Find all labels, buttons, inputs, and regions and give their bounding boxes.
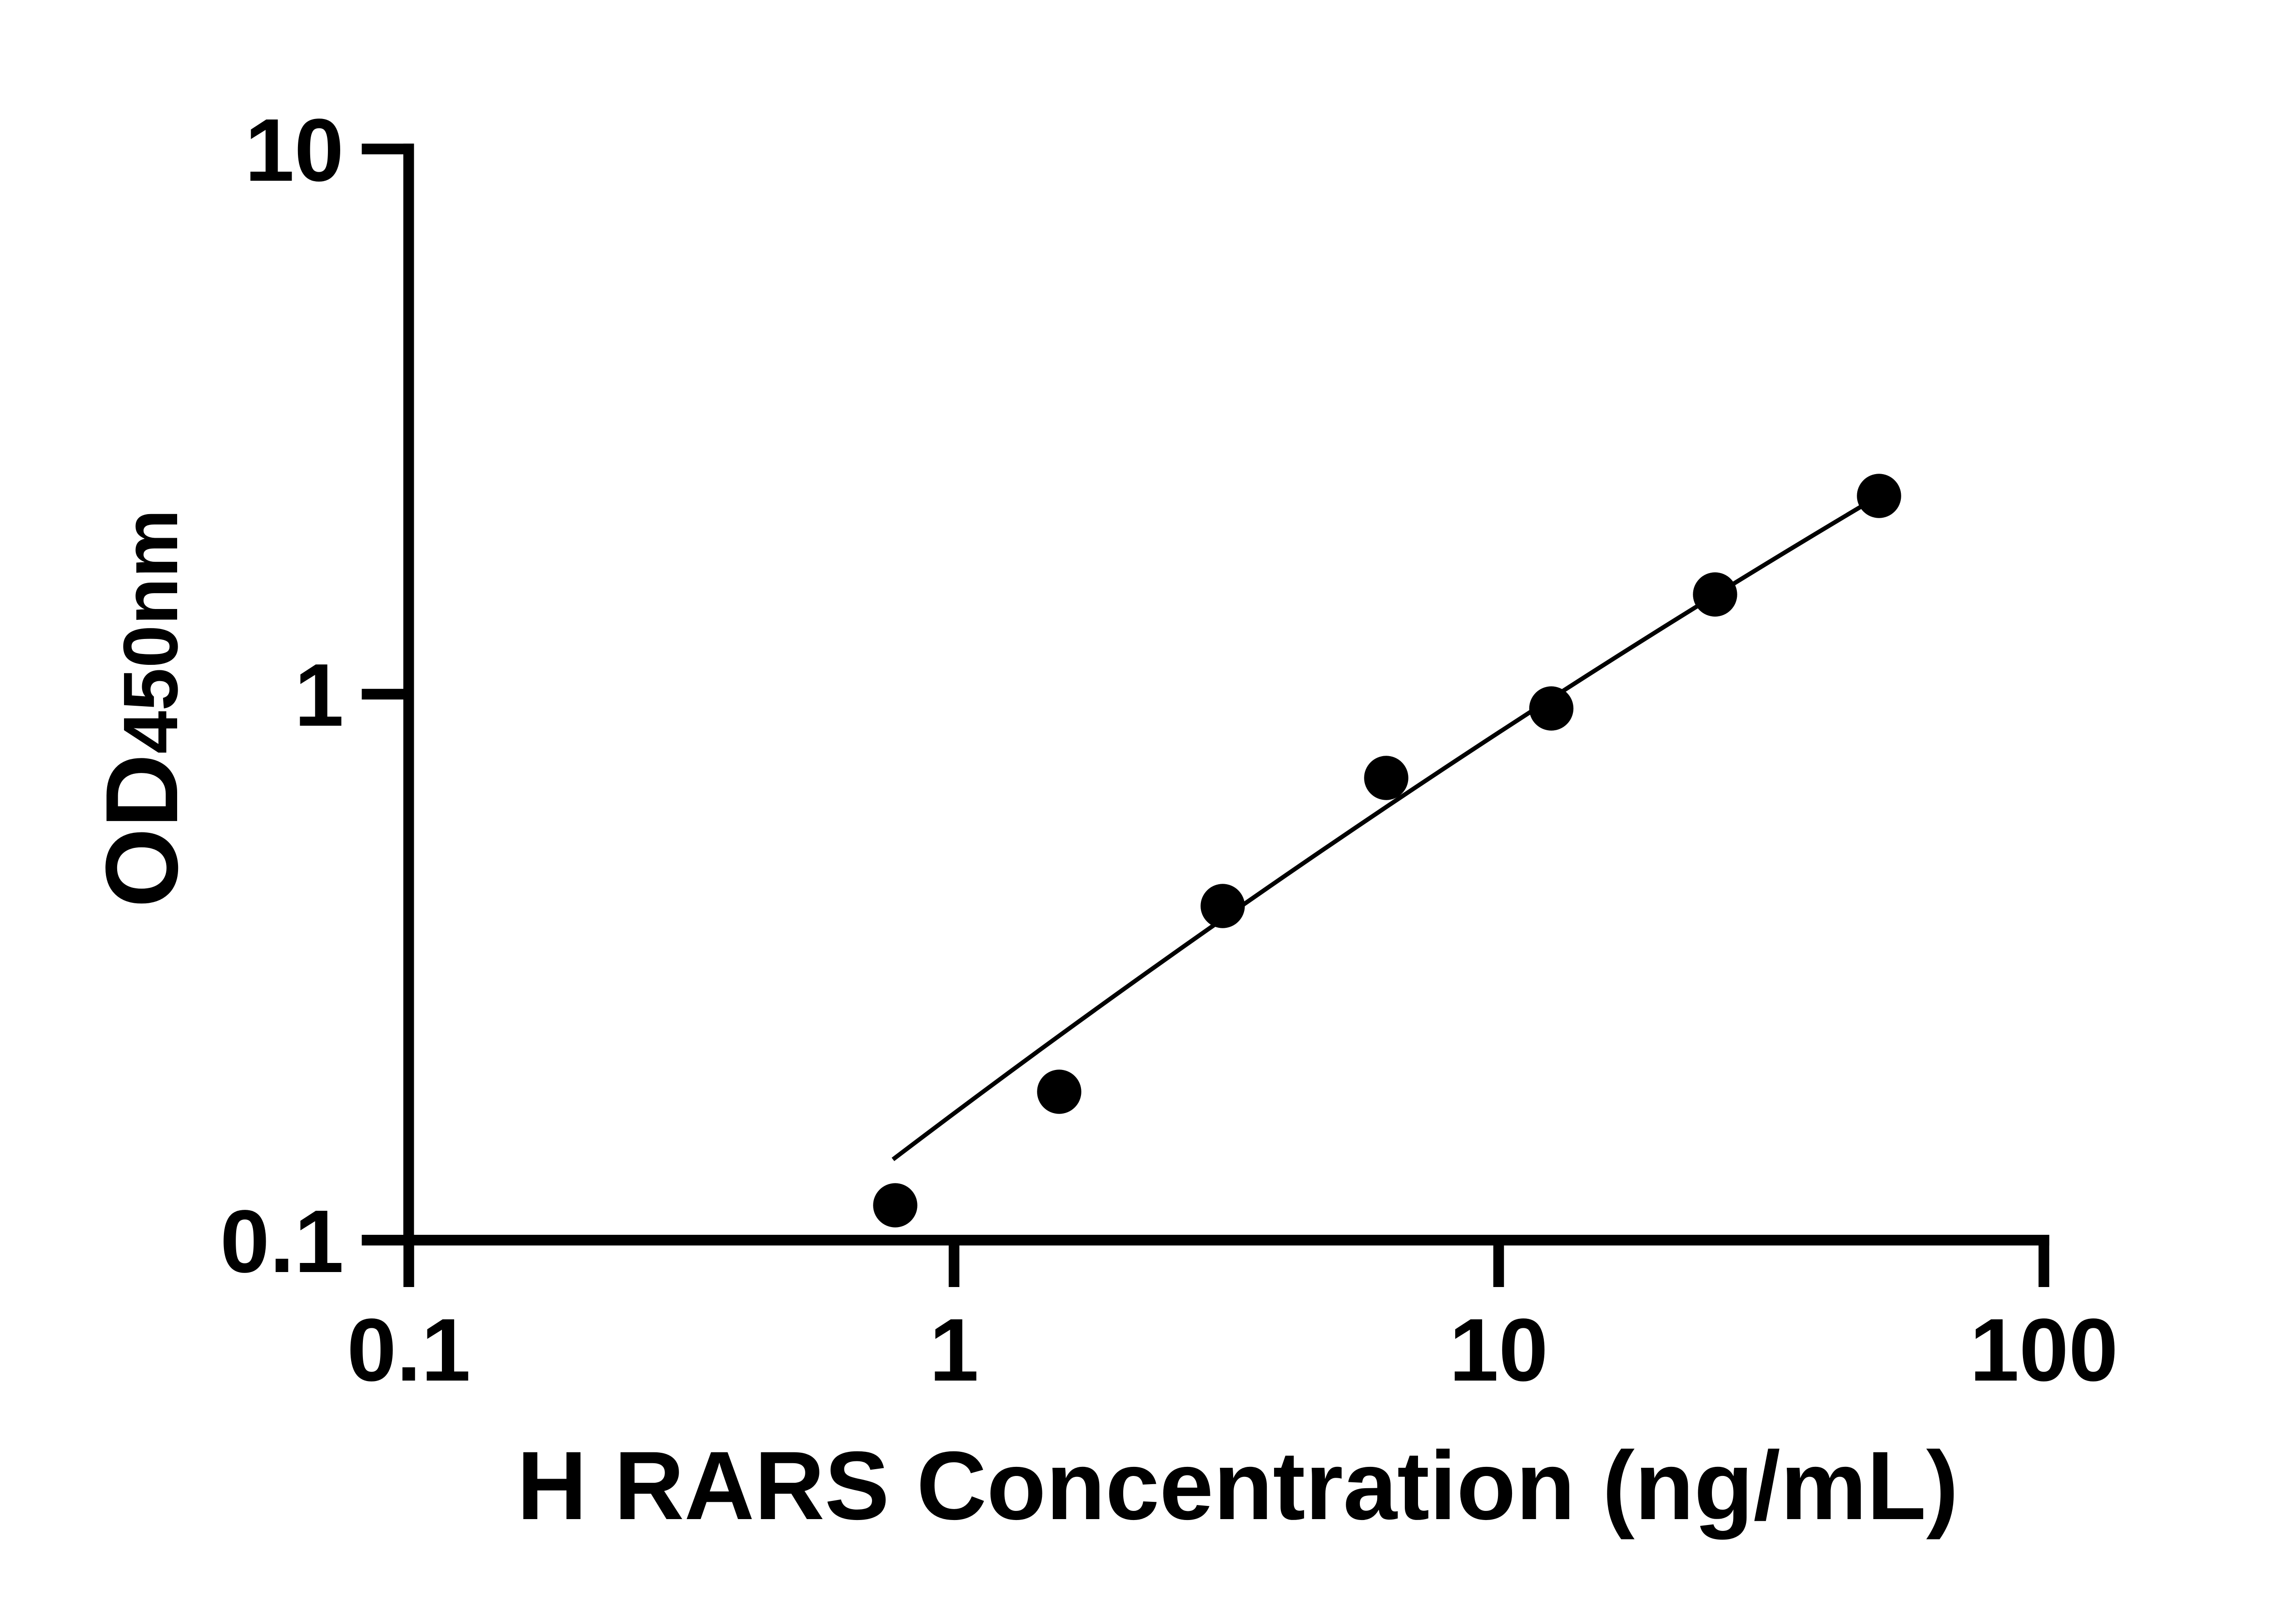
svg-text:0.1: 0.1 [220,1192,344,1291]
svg-text:1: 1 [929,1300,979,1400]
svg-text:10: 10 [245,100,344,200]
svg-text:100: 100 [1969,1300,2118,1400]
svg-text:OD450nm: OD450nm [84,509,199,908]
svg-text:H RARS Concentration (ng/mL): H RARS Concentration (ng/mL) [517,1431,1959,1540]
svg-text:0.1: 0.1 [347,1300,471,1400]
svg-text:1: 1 [294,645,344,745]
svg-text:10: 10 [1449,1300,1548,1400]
